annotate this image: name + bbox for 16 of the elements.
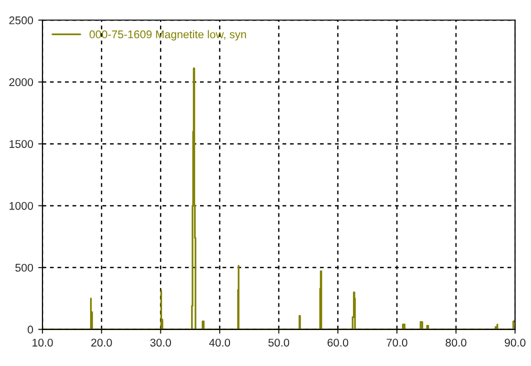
- x-tick-label: 40.0: [209, 338, 230, 347]
- x-tick-label: 10.0: [32, 338, 53, 347]
- x-tick-label: 20.0: [91, 338, 112, 347]
- x-tick-label: 70.0: [386, 338, 408, 347]
- legend-label: 000-75-1609 Magnetite low, syn: [90, 30, 246, 40]
- x-tick-label: 80.0: [446, 338, 466, 347]
- y-tick-label: 1000: [10, 202, 34, 210]
- x-tick-label: 30.0: [150, 338, 172, 347]
- y-tick-label: 2000: [9, 78, 34, 86]
- x-tick-label: 60.0: [328, 338, 348, 347]
- y-tick-label: 0: [28, 326, 34, 334]
- y-tick-label: 1500: [10, 140, 34, 148]
- y-tick-label: 500: [15, 264, 34, 272]
- x-tick-label: 50.0: [268, 338, 290, 347]
- x-tick-label: 90.0: [504, 338, 526, 347]
- y-tick-label: 2500: [9, 16, 34, 24]
